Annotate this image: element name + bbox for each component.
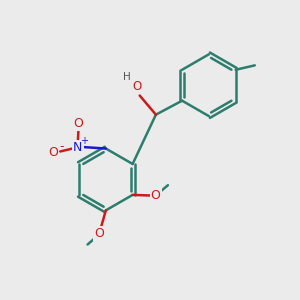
Text: O: O <box>74 117 83 130</box>
Text: O: O <box>49 146 58 159</box>
Text: O: O <box>94 227 104 240</box>
Text: H: H <box>124 72 131 82</box>
Text: -: - <box>59 140 64 153</box>
Text: +: + <box>80 136 88 146</box>
Text: O: O <box>132 80 141 93</box>
Text: O: O <box>151 189 160 202</box>
Text: N: N <box>73 141 83 154</box>
